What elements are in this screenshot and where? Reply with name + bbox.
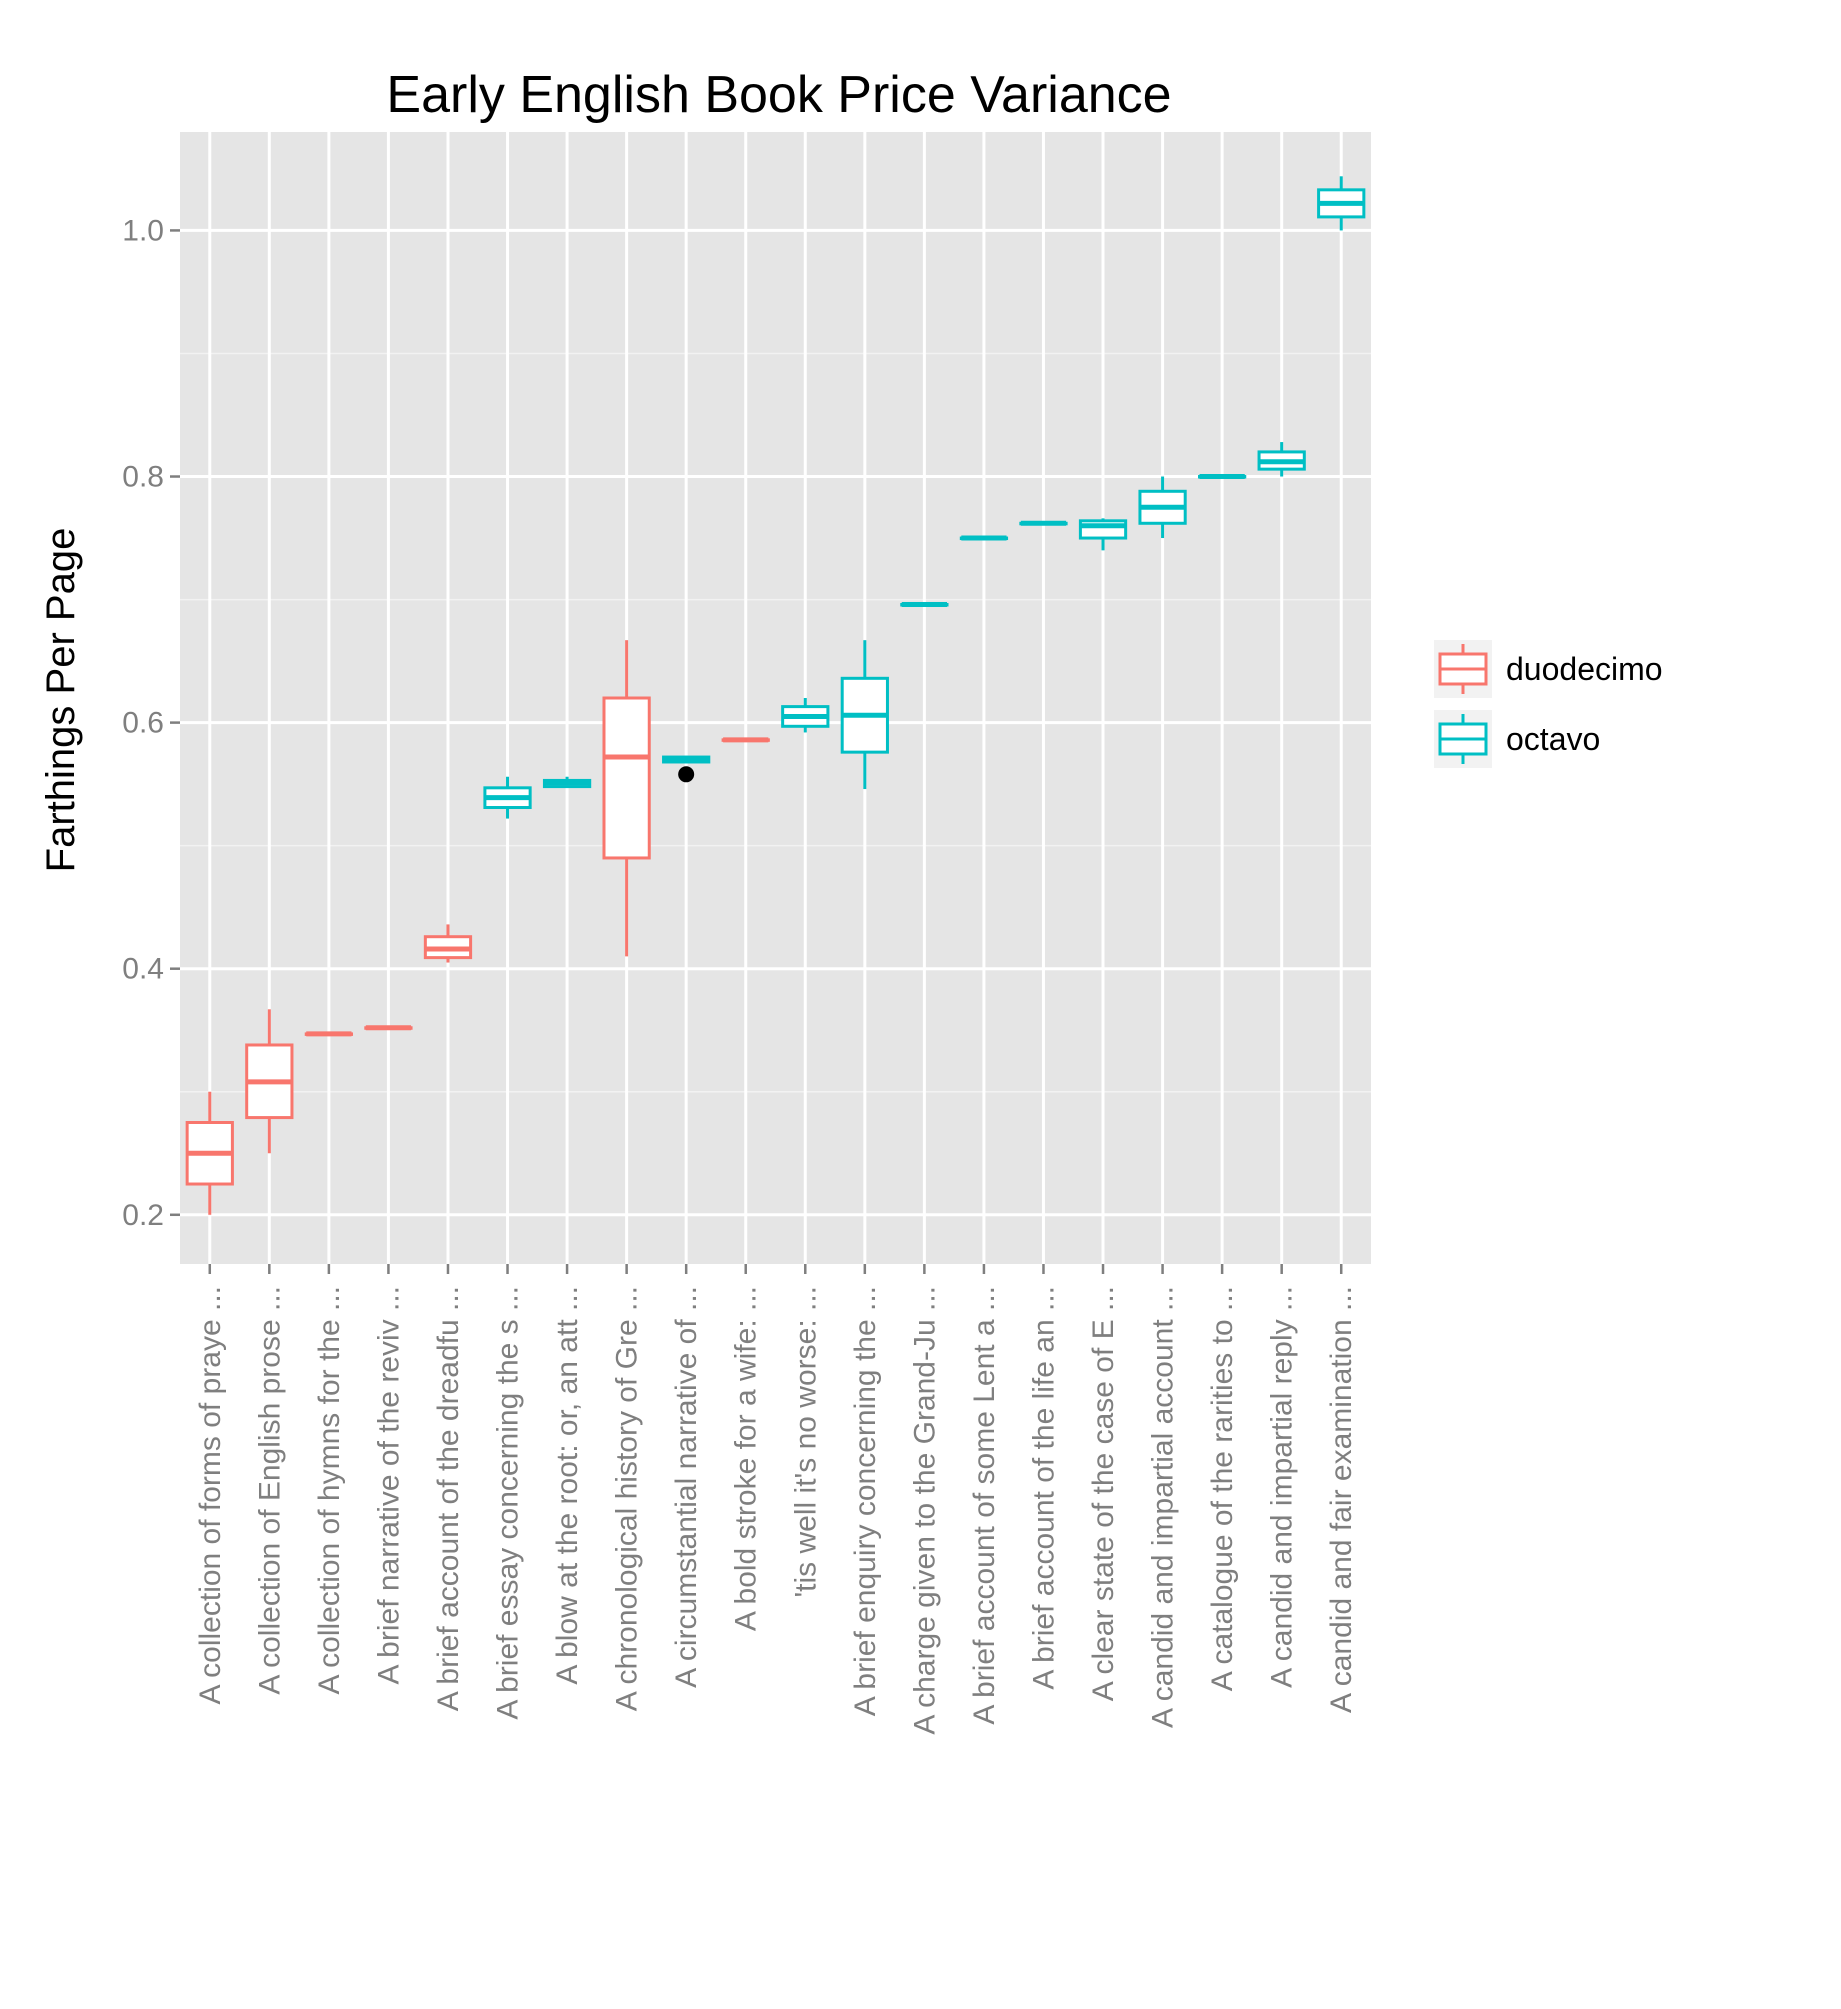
x-tick-label: A brief narrative of the reviv ...	[372, 1286, 405, 1685]
x-tick-label: A clear state of the case of E ...	[1087, 1286, 1120, 1701]
x-tick-label: A brief enquiry concerning the ...	[849, 1286, 882, 1716]
box-11	[781, 698, 830, 733]
box-18	[1197, 474, 1247, 480]
x-tick-label: A brief account of the life an ...	[1027, 1286, 1060, 1690]
y-tick-label: 0.2	[122, 1199, 164, 1232]
box-7	[542, 776, 592, 789]
x-tick-label: A candid and fair examination ...	[1325, 1286, 1358, 1713]
box-8	[602, 640, 651, 957]
x-tick-label: A chronological history of Gre ...	[611, 1286, 644, 1711]
box-5	[423, 924, 473, 963]
x-tick-label: A blow at the root: or, an att ...	[551, 1286, 584, 1685]
box-body	[602, 696, 651, 860]
y-tick-label: 0.6	[122, 707, 164, 740]
y-tick-label: 1.0	[122, 214, 164, 247]
outlier-point	[678, 766, 695, 783]
chart-title: Early English Book Price Variance	[386, 66, 1171, 124]
legend-item-duodecimo: duodecimo	[1434, 640, 1663, 698]
box-13	[900, 601, 949, 607]
x-tick-label: A bold stroke for a wife: ...	[730, 1286, 763, 1631]
box-9	[662, 755, 711, 783]
box-17	[1138, 476, 1187, 539]
box-19	[1257, 442, 1306, 477]
x-tick-label: A candid and impartial account ...	[1147, 1286, 1180, 1728]
plot-panel-background	[180, 132, 1371, 1264]
box-14	[959, 535, 1009, 541]
legend-label: octavo	[1506, 721, 1600, 757]
y-tick-label: 0.4	[122, 953, 164, 986]
x-tick-label: A catalogue of the rarities to ...	[1206, 1286, 1239, 1691]
x-tick-label: A brief account of some Lent a ...	[968, 1286, 1001, 1725]
y-tick-label: 0.8	[122, 461, 164, 494]
x-tick-label: A collection of forms of praye ...	[194, 1286, 227, 1705]
box-1	[185, 1091, 234, 1215]
box-3	[304, 1031, 354, 1037]
x-tick-label: A brief essay concerning the s ...	[492, 1286, 525, 1720]
x-tick-label: A collection of English prose ...	[253, 1286, 286, 1695]
y-axis-title: Farthings Per Page	[39, 528, 83, 873]
x-tick-label: A circumstantial narrative of ...	[670, 1286, 703, 1688]
box-6	[483, 776, 532, 819]
legend-label: duodecimo	[1506, 651, 1663, 687]
plot-area: 0.2 0.4 0.6 0.8 1.0 A collection of forms of …	[122, 132, 1371, 1735]
box-16	[1078, 518, 1128, 551]
x-tick-label: A charge given to the Grand-Ju ...	[908, 1286, 941, 1735]
x-tick-label: 'tis well it's no worse: ...	[789, 1286, 822, 1598]
legend: duodecimo octavo	[1434, 640, 1663, 768]
x-tick-label: A brief account of the dreadfu ...	[432, 1286, 465, 1711]
box-10	[721, 737, 770, 743]
x-tick-label: A collection of hymns for the ...	[313, 1286, 346, 1695]
legend-item-octavo: octavo	[1434, 710, 1600, 768]
box-12	[840, 640, 889, 790]
box-4	[364, 1025, 413, 1031]
x-tick-label: A candid and impartial reply ...	[1266, 1286, 1299, 1688]
box-2	[245, 1009, 294, 1154]
box-20	[1317, 176, 1366, 231]
box-15	[1019, 520, 1068, 526]
